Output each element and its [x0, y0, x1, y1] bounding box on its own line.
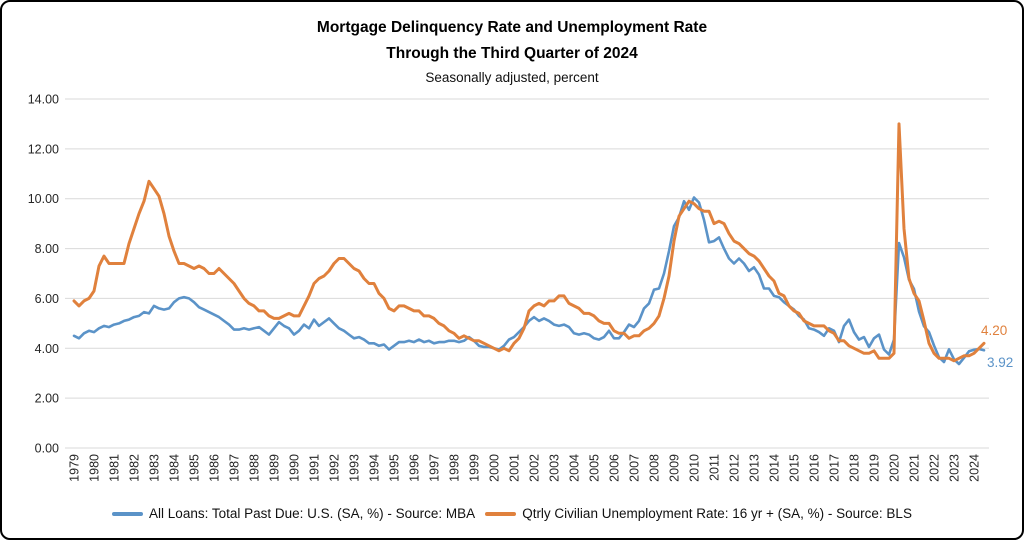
x-axis-tick-label: 1991 [308, 454, 322, 482]
x-axis-tick-label: 2013 [748, 454, 762, 482]
delinquency-end-value-label: 3.92 [987, 355, 1014, 370]
x-axis-tick-label: 1986 [208, 454, 222, 482]
unemployment-line-series [72, 122, 986, 363]
x-axis-tick-label: 1981 [108, 454, 122, 482]
x-axis-tick-label: 1995 [388, 454, 402, 482]
x-axis-tick-label: 1993 [348, 454, 362, 482]
x-axis-tick-label: 2017 [828, 454, 842, 482]
x-axis-tick-label: 2003 [548, 454, 562, 482]
x-axis-tick-label: 2016 [808, 454, 822, 482]
y-axis-tick-label: 10.00 [28, 192, 59, 206]
x-axis-tick-label: 1980 [88, 454, 102, 482]
x-axis-tick-label: 2001 [508, 454, 522, 482]
x-axis-tick-label: 2019 [868, 454, 882, 482]
y-axis-tick-label: 6.00 [35, 292, 59, 306]
y-axis-tick-label: 0.00 [35, 442, 59, 456]
x-axis-tick-label: 2002 [528, 454, 542, 482]
x-axis-tick-label: 2005 [588, 454, 602, 482]
y-axis-tick-label: 12.00 [28, 142, 59, 156]
x-axis-tick-label: 1999 [468, 454, 482, 482]
x-axis-tick-label: 2009 [668, 454, 682, 482]
x-axis-tick-label: 1996 [408, 454, 422, 482]
x-axis-tick-label: 2010 [688, 454, 702, 482]
x-axis-tick-label: 2014 [768, 454, 782, 482]
x-axis-tick-label: 1982 [128, 454, 142, 482]
x-axis-tick-label: 2018 [848, 454, 862, 482]
chart-legend: All Loans: Total Past Due: U.S. (SA, %) … [2, 506, 1022, 521]
chart-header: Mortgage Delinquency Rate and Unemployme… [2, 15, 1022, 89]
x-axis-tick-label: 1994 [368, 454, 382, 482]
chart-title-line2: Through the Third Quarter of 2024 [386, 45, 638, 62]
x-axis-tick-label: 2024 [968, 454, 982, 482]
chart-title-line1: Mortgage Delinquency Rate and Unemployme… [316, 19, 708, 36]
x-axis-tick-label: 2020 [888, 454, 902, 482]
x-axis-tick-label: 1998 [448, 454, 462, 482]
x-axis-tick-label: 1997 [428, 454, 442, 482]
x-axis-tick-label: 1984 [168, 454, 182, 482]
unemployment-line-swatch-icon [485, 511, 517, 516]
legend-label-delinquency: All Loans: Total Past Due: U.S. (SA, %) … [149, 506, 476, 521]
x-axis-tick-label: 2015 [788, 454, 802, 482]
y-axis-tick-label: 14.00 [28, 93, 59, 107]
x-axis-tick-label: 1990 [288, 454, 302, 482]
y-axis-tick-label: 8.00 [35, 242, 59, 256]
legend-item-unemployment: Qtrly Civilian Unemployment Rate: 16 yr … [485, 506, 912, 521]
delinquency-line-series [72, 196, 986, 366]
x-axis-tick-label: 1988 [248, 454, 262, 482]
x-axis-tick-label: 1992 [328, 454, 342, 482]
x-axis-tick-label: 2000 [488, 454, 502, 482]
legend-label-unemployment: Qtrly Civilian Unemployment Rate: 16 yr … [522, 506, 912, 521]
delinquency-line-swatch-icon [112, 511, 144, 516]
unemployment-end-value-label: 4.20 [981, 323, 1008, 338]
x-axis-tick-label: 1983 [148, 454, 162, 482]
x-axis-tick-label: 2011 [708, 454, 722, 481]
x-axis-tick-label: 1979 [68, 454, 82, 482]
x-axis-tick-label: 2006 [608, 454, 622, 482]
x-axis-tick-label: 1985 [188, 454, 202, 482]
y-axis-tick-label: 2.00 [35, 392, 59, 406]
x-axis-tick-label: 2008 [648, 454, 662, 482]
x-axis-tick-label: 2007 [628, 454, 642, 482]
x-axis-tick-label: 2021 [908, 454, 922, 482]
x-axis-tick-label: 2012 [728, 454, 742, 482]
x-axis-tick-label: 2023 [948, 454, 962, 482]
x-axis-tick-label: 1987 [228, 454, 242, 482]
x-axis-tick-label: 2022 [928, 454, 942, 482]
chart-subtitle: Seasonally adjusted, percent [425, 70, 599, 85]
x-axis-tick-label: 1989 [268, 454, 282, 482]
x-axis-tick-label: 2004 [568, 454, 582, 482]
y-axis-tick-label: 4.00 [35, 342, 59, 356]
legend-item-delinquency: All Loans: Total Past Due: U.S. (SA, %) … [112, 506, 475, 521]
